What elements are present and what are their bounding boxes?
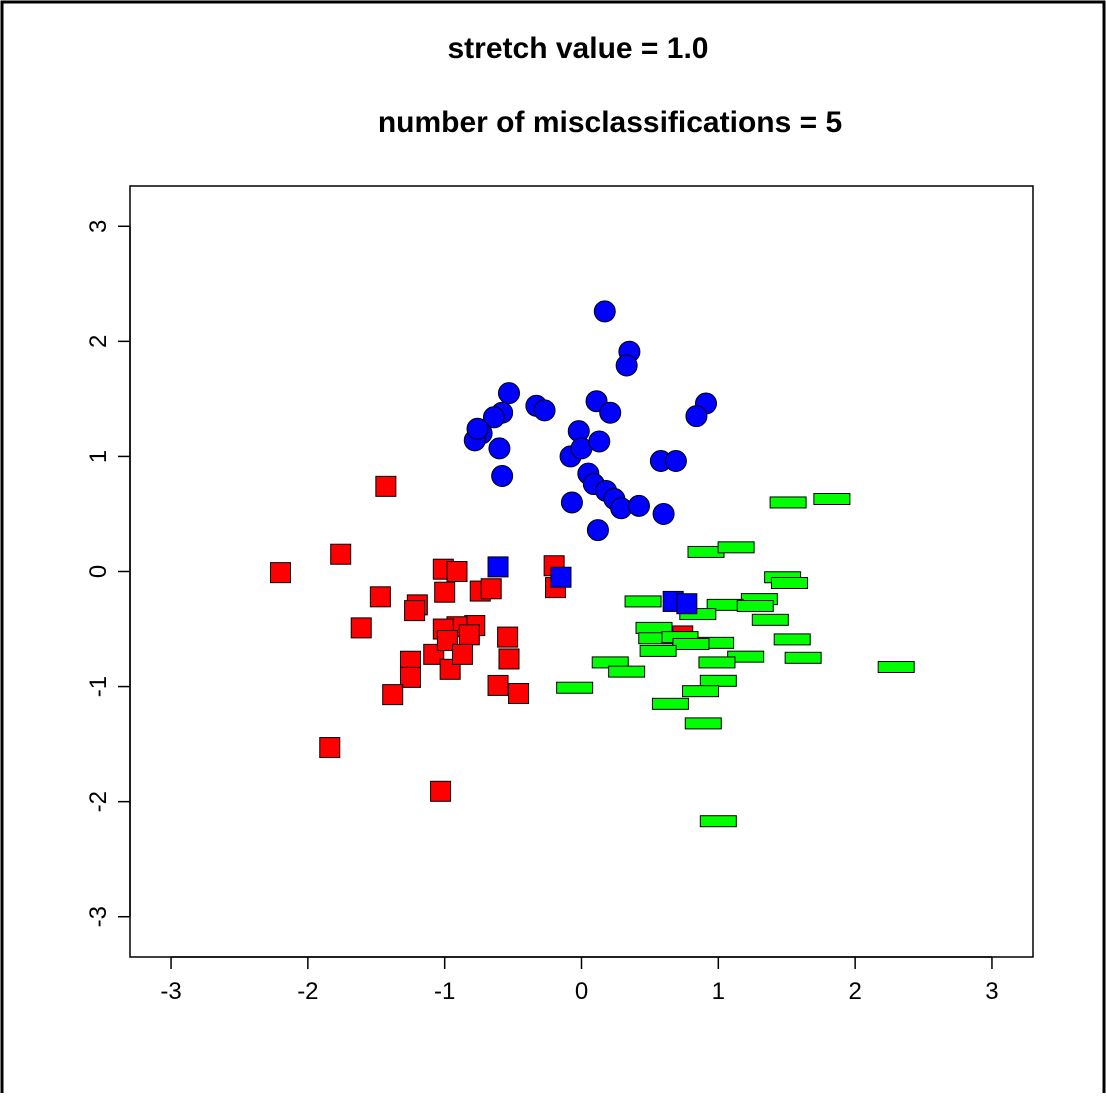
data-points	[270, 300, 915, 828]
red-square-point	[375, 475, 397, 497]
red-square-point	[451, 643, 473, 665]
blue-circle-point	[491, 464, 514, 487]
blue-circle-point	[685, 405, 708, 428]
green-rect-point	[624, 595, 662, 608]
red-square-point	[270, 562, 291, 584]
y-tick-label: 1	[85, 450, 112, 463]
red-square-point	[350, 617, 372, 639]
green-rect-point	[736, 600, 774, 613]
green-rect-point	[672, 637, 710, 650]
green-rect-point	[877, 661, 915, 674]
x-tick-label: 2	[848, 978, 861, 1005]
red-square-point	[434, 581, 456, 603]
x-tick-label: 3	[985, 978, 998, 1005]
red-square-point	[487, 674, 509, 696]
red-square-point	[330, 543, 352, 565]
red-square-point	[399, 666, 421, 688]
green-rect-point	[699, 674, 737, 687]
red-square-point	[446, 561, 468, 582]
red-square-point	[497, 626, 519, 648]
red-square-point	[458, 624, 480, 646]
red-square-point	[430, 780, 452, 802]
y-tick-label: -2	[85, 791, 112, 812]
x-tick-label: -3	[160, 978, 181, 1005]
x-axis: -3 -2 -1 0 1 2 3	[160, 956, 999, 1005]
red-square-point	[404, 600, 426, 622]
green-rect-point	[770, 577, 808, 590]
green-rect-point	[784, 651, 822, 664]
blue-circle-point	[497, 382, 520, 405]
green-rect-point	[751, 613, 789, 626]
blue-circle-point	[488, 437, 511, 460]
x-tick-label: -1	[434, 978, 455, 1005]
chart-title: stretch value = 1.0	[448, 32, 709, 65]
y-tick-label: 0	[85, 565, 112, 578]
blue-circle-point	[599, 401, 622, 424]
y-tick-label: -3	[85, 906, 112, 927]
red-square-point	[480, 578, 502, 600]
red-square-point	[369, 586, 391, 608]
blue-square-point	[676, 593, 698, 615]
green-rect-point	[639, 644, 677, 657]
blue-circle-point	[466, 417, 489, 440]
blue-square-point	[487, 556, 509, 578]
green-rect-point	[717, 541, 755, 554]
green-rect-point	[651, 697, 689, 710]
blue-circle-point	[615, 354, 638, 377]
green-rect-point	[699, 815, 737, 828]
blue-circle-point	[533, 399, 556, 422]
blue-circle-point	[593, 300, 616, 323]
blue-circle-point	[586, 519, 609, 542]
blue-square-point	[550, 566, 572, 588]
red-square-point	[382, 684, 404, 706]
green-rect-point	[773, 633, 811, 646]
green-rect-point	[556, 681, 594, 694]
green-rect-point	[769, 496, 807, 509]
chart-subtitle: number of misclassifications = 5	[378, 106, 842, 139]
x-tick-label: -2	[297, 978, 318, 1005]
red-square-point	[319, 737, 341, 759]
green-rect-point	[682, 685, 720, 698]
y-axis: -3 -2 -1 0 1 2 3	[85, 220, 131, 927]
green-rect-point	[698, 656, 736, 669]
blue-circle-point	[627, 494, 650, 517]
x-tick-label: 1	[712, 978, 725, 1005]
green-rect-point	[813, 493, 851, 506]
y-tick-label: 3	[85, 220, 112, 233]
blue-circle-point	[560, 491, 583, 514]
green-rect-point	[608, 665, 646, 678]
y-tick-label: 2	[85, 335, 112, 348]
y-tick-label: -1	[85, 676, 112, 697]
blue-circle-point	[482, 406, 505, 429]
red-square-point	[498, 648, 520, 670]
green-rect-point	[684, 717, 722, 730]
x-tick-label: 0	[575, 978, 588, 1005]
red-square-point	[508, 682, 530, 704]
blue-circle-point	[588, 430, 611, 453]
blue-circle-point	[652, 502, 675, 525]
blue-circle-point	[664, 450, 687, 473]
